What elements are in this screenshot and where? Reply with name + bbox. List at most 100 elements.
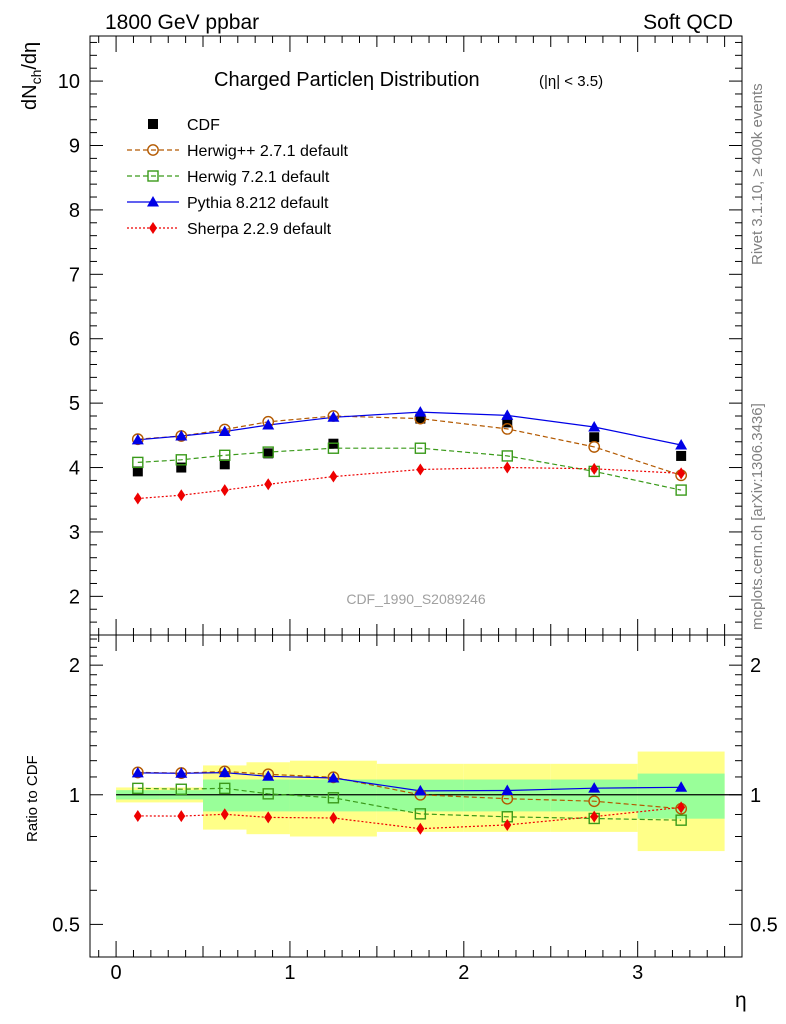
- data-point-cdf: [589, 432, 600, 443]
- legend-marker: [147, 144, 159, 156]
- main-ylabel: dNch/dη: [19, 42, 44, 110]
- y-tick-label: 7: [69, 264, 80, 286]
- ratio-point-sherpa: [329, 812, 338, 825]
- chart-title: Charged Particleη Distribution (|η| < 3.…: [214, 69, 603, 91]
- data-point-sherpa: [590, 462, 599, 475]
- x-tick-label: 1: [284, 962, 295, 984]
- ratio-point-sherpa: [133, 809, 142, 822]
- data-point-herwig7: [414, 442, 427, 454]
- data-point-cdf: [263, 448, 274, 459]
- data-point-pythia: [588, 420, 601, 432]
- ratio-y-tick-label: 1: [69, 785, 80, 807]
- legend-marker: [149, 222, 157, 234]
- ratio-point-pythia: [218, 766, 231, 778]
- data-point-pythia: [327, 411, 340, 422]
- data-point-sherpa: [133, 492, 142, 505]
- data-point-herwigpp: [501, 422, 514, 435]
- data-point-sherpa: [177, 489, 186, 502]
- y-tick-label: 6: [69, 329, 80, 351]
- legend-item-sherpa: Sherpa 2.2.9 default: [127, 221, 332, 238]
- y-tick-label: 3: [69, 522, 80, 544]
- ratio-point-sherpa: [590, 810, 599, 823]
- ratio-point-pythia: [414, 784, 427, 796]
- data-point-cdf: [676, 450, 687, 461]
- data-point-sherpa: [264, 478, 273, 491]
- band-inner: [203, 779, 247, 812]
- ratio-point-herwigpp: [588, 795, 601, 808]
- ratio-point-herwig7: [414, 808, 427, 820]
- main-panel: 2 3 4 5 6 7 8 9 10: [58, 35, 743, 636]
- title-cut: (|η| < 3.5): [539, 73, 603, 90]
- data-point-herwig7: [132, 456, 144, 469]
- legend-label: Sherpa 2.2.9 default: [187, 221, 332, 238]
- band-inner: [289, 779, 377, 812]
- y-tick-label: 10: [58, 71, 80, 93]
- legend-label: Pythia 8.212 default: [187, 195, 329, 212]
- ratio-point-sherpa: [503, 818, 512, 831]
- x-axis-label: η: [735, 989, 747, 1012]
- ratio-line-herwig7: [137, 787, 682, 821]
- data-point-cdf: [219, 459, 230, 470]
- ratio-y-tick-label-right: 1: [750, 785, 761, 807]
- data-point-pythia: [675, 438, 688, 450]
- y-tick-label: 9: [69, 135, 80, 157]
- ratio-point-sherpa: [177, 810, 186, 823]
- mcplots-label: mcplots.cern.ch [arXiv:1306.3436]: [749, 403, 766, 630]
- ratio-point-pythia: [262, 770, 275, 781]
- rivet-label: Rivet 3.1.10, ≥ 400k events: [749, 83, 766, 265]
- ratio-line-sherpa: [137, 806, 682, 830]
- legend: CDF Herwig++ 2.7.1 default Herwig 7.2.1 de…: [127, 117, 349, 238]
- legend-item-herwig7: Herwig 7.2.1 default: [127, 169, 330, 186]
- data-point-pythia: [414, 406, 427, 417]
- legend-marker: [148, 119, 158, 129]
- title-main: Charged Particleη Distribution: [214, 69, 480, 91]
- band-inner: [246, 779, 290, 812]
- ratio-frame: [89, 634, 743, 958]
- ratio-point-sherpa: [416, 822, 425, 835]
- data-point-sherpa: [329, 470, 338, 483]
- ratio-y-tick-label: 0.5: [52, 914, 80, 936]
- ratio-y-tick-label: 2: [69, 655, 80, 677]
- ratio-point-herwig7: [219, 782, 231, 795]
- ratio-point-herwig7: [175, 783, 187, 795]
- ratio-point-pythia: [175, 767, 188, 778]
- data-point-pythia: [501, 409, 514, 420]
- ratio-panel: 0.5 0.5 1 1 2 2 0 1 2 3: [52, 634, 778, 984]
- data-point-pythia: [262, 419, 275, 430]
- ratio-point-pythia: [501, 784, 514, 796]
- ratio-y-tick-label-right: 2: [750, 655, 761, 677]
- ratio-point-pythia: [588, 782, 601, 793]
- ratio-point-pythia: [675, 781, 688, 792]
- series-line-herwigpp: [137, 415, 682, 476]
- ratio-point-sherpa: [220, 808, 229, 821]
- data-point-sherpa: [220, 484, 229, 497]
- y-tick-label: 2: [69, 586, 80, 608]
- data-point-herwig7: [175, 454, 187, 466]
- watermark: CDF_1990_S2089246: [346, 591, 486, 607]
- data-point-pythia: [131, 433, 144, 445]
- legend-marker: [147, 170, 159, 182]
- data-point-cdf: [132, 466, 143, 477]
- band-inner: [463, 779, 551, 812]
- y-tick-label: 8: [69, 200, 80, 222]
- legend-marker: [147, 196, 159, 207]
- ratio-point-pythia: [131, 766, 144, 778]
- band-inner: [376, 779, 464, 812]
- ratio-point-sherpa: [677, 801, 686, 814]
- data-point-pythia: [218, 425, 231, 436]
- header-right: Soft QCD: [643, 11, 733, 34]
- header-left: 1800 GeV ppbar: [105, 11, 259, 34]
- y-tick-label: 4: [69, 458, 80, 480]
- data-point-cdf: [176, 462, 187, 473]
- ratio-point-herwig7: [327, 792, 340, 804]
- data-point-herwig7: [327, 442, 340, 454]
- data-point-herwig7: [262, 446, 274, 458]
- ratio-point-herwig7: [262, 788, 274, 800]
- data-point-herwigpp: [588, 441, 601, 453]
- data-point-cdf: [502, 417, 513, 428]
- y-tick-label: 5: [69, 393, 80, 415]
- data-point-sherpa: [677, 467, 686, 480]
- data-point-sherpa: [503, 461, 512, 474]
- legend-label: CDF: [187, 117, 220, 134]
